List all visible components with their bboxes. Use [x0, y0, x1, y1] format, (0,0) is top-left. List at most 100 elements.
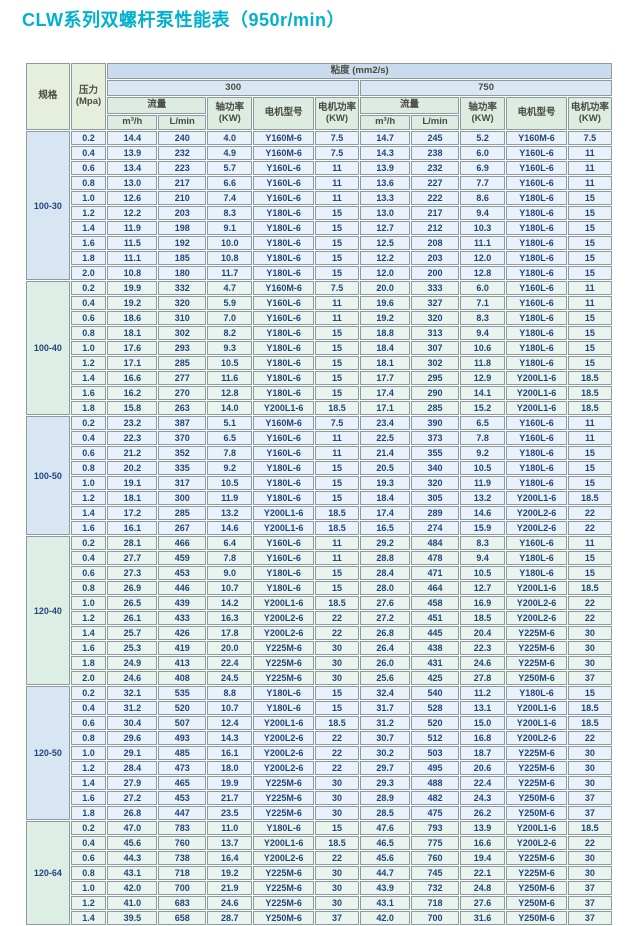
motor-model-300-cell: Y200L2-6 — [253, 851, 314, 865]
shaft-power-300-cell: 9.1 — [207, 221, 253, 235]
motor-power-750-cell: 15 — [567, 221, 612, 235]
motor-power-300-cell: 11 — [314, 161, 360, 175]
motor-model-750-cell: Y225M-6 — [506, 626, 567, 640]
motor-model-750-cell: Y200L2-6 — [506, 521, 567, 535]
motor-power-750-cell: 30 — [567, 866, 612, 880]
pressure-cell: 1.0 — [70, 746, 107, 760]
flow-lmin-750-cell: 488 — [411, 776, 459, 790]
table-row: 1.6 11.5 192 10.0 Y180L-6 15 12.5 208 11.1 Y180L-… — [26, 236, 612, 250]
shaft-power-750-cell: 16.8 — [459, 731, 506, 745]
motor-power-750-cell: 30 — [567, 851, 612, 865]
motor-model-750-cell: Y250M-6 — [506, 896, 567, 910]
motor-power-300-cell: 11 — [314, 446, 360, 460]
motor-power-750-cell: 18.5 — [567, 371, 612, 385]
shaft-power-300-cell: 24.5 — [207, 671, 253, 685]
pressure-cell: 1.6 — [70, 641, 107, 655]
motor-power-300-cell: 22 — [314, 851, 360, 865]
shaft-power-750-cell: 7.8 — [459, 431, 506, 445]
flow-m3h-300-cell: 22.3 — [107, 431, 158, 445]
flow-lmin-750-cell: 313 — [411, 326, 459, 340]
motor-power-300-cell: 18.5 — [314, 716, 360, 730]
flow-lmin-750-cell: 425 — [411, 671, 459, 685]
motor-power-300-cell: 11 — [314, 191, 360, 205]
shaft-power-750-cell: 22.4 — [459, 776, 506, 790]
flow-m3h-750-cell: 14.7 — [360, 131, 411, 145]
flow-lmin-300-cell: 285 — [158, 356, 207, 370]
motor-model-300-cell: Y200L1-6 — [253, 521, 314, 535]
flow-m3h-750-cell: 17.4 — [360, 506, 411, 520]
flow-m3h-300-cell: 29.6 — [107, 731, 158, 745]
flow-lmin-750-cell: 227 — [411, 176, 459, 190]
table-row: 1.0 29.1 485 16.1 Y200L2-6 22 30.2 503 18.7 Y225M… — [26, 746, 612, 760]
shaft-power-300-cell: 16.1 — [207, 746, 253, 760]
flow-lmin-300-cell: 485 — [158, 746, 207, 760]
motor-model-300-cell: Y180L-6 — [253, 821, 314, 835]
table-row: 0.4 31.2 520 10.7 Y180L-6 15 31.7 528 13.1 Y200L1… — [26, 701, 612, 715]
shaft-power-750-cell: 11.8 — [459, 356, 506, 370]
flow-m3h-300-cell: 17.2 — [107, 506, 158, 520]
flow-lmin-300-cell: 232 — [158, 146, 207, 160]
motor-power-750-cell: 15 — [567, 251, 612, 265]
motor-model-750-cell: Y200L2-6 — [506, 611, 567, 625]
flow-lmin-750-cell: 289 — [411, 506, 459, 520]
motor-power-750-cell: 37 — [567, 896, 612, 910]
motor-power-750-cell: 11 — [567, 146, 612, 160]
shaft-power-750-cell: 11.2 — [459, 686, 506, 700]
flow-m3h-750-cell: 28.5 — [360, 806, 411, 820]
motor-model-750-cell: Y250M-6 — [506, 806, 567, 820]
flow-m3h-750-cell: 25.6 — [360, 671, 411, 685]
flow-m3h-300-cell: 26.5 — [107, 596, 158, 610]
motor-model-300-cell: Y160M-6 — [253, 281, 314, 295]
pressure-cell: 1.8 — [70, 806, 107, 820]
flow-lmin-750-cell: 320 — [411, 311, 459, 325]
motor-power-750-cell: 18.5 — [567, 401, 612, 415]
flow-m3h-750-cell: 16.5 — [360, 521, 411, 535]
flow-lmin-300-cell: 277 — [158, 371, 207, 385]
flow-m3h-300-cell: 29.1 — [107, 746, 158, 760]
header-shaft-power-300: 轴功率 (KW) — [207, 97, 253, 130]
motor-power-300-cell: 22 — [314, 761, 360, 775]
table-row: 120-64 0.2 47.0 783 11.0 Y180L-6 15 47.6 793 13.9… — [26, 821, 612, 925]
table-row: 0.8 18.1 302 8.2 Y180L-6 15 18.8 313 9.4 Y180L-6 1… — [26, 326, 612, 340]
table-row: 1.2 28.4 473 18.0 Y200L2-6 22 29.7 495 20.6 Y225M… — [26, 761, 612, 775]
shaft-power-300-cell: 10.7 — [207, 581, 253, 595]
table-row: 1.4 16.6 277 11.6 Y180L-6 15 17.7 295 12.9 Y200L1… — [26, 371, 612, 385]
motor-model-300-cell: Y160L-6 — [253, 161, 314, 175]
motor-power-750-cell: 22 — [567, 506, 612, 520]
flow-lmin-300-cell: 426 — [158, 626, 207, 640]
flow-m3h-750-cell: 20.5 — [360, 461, 411, 475]
shaft-power-750-cell: 13.2 — [459, 491, 506, 505]
motor-power-750-cell: 15 — [567, 326, 612, 340]
table-row: 1.8 24.9 413 22.4 Y225M-6 30 26.0 431 24.6 Y225M-… — [26, 656, 612, 670]
motor-model-300-cell: Y180L-6 — [253, 266, 314, 280]
motor-power-300-cell: 11 — [314, 296, 360, 310]
motor-power-300-cell: 30 — [314, 791, 360, 805]
flow-m3h-300-cell: 13.9 — [107, 146, 158, 160]
shaft-power-750-cell: 5.2 — [459, 131, 506, 145]
flow-m3h-750-cell: 20.0 — [360, 281, 411, 295]
flow-m3h-750-cell: 21.4 — [360, 446, 411, 460]
flow-m3h-750-cell: 29.3 — [360, 776, 411, 790]
pressure-cell: 1.2 — [70, 761, 107, 775]
header-flow-750: 流量 — [360, 97, 459, 114]
pressure-cell: 0.6 — [70, 851, 107, 865]
shaft-power-750-cell: 18.5 — [459, 611, 506, 625]
flow-lmin-750-cell: 775 — [411, 836, 459, 850]
flow-m3h-300-cell: 27.9 — [107, 776, 158, 790]
motor-model-300-cell: Y180L-6 — [253, 251, 314, 265]
motor-power-300-cell: 22 — [314, 746, 360, 760]
motor-model-750-cell: Y200L1-6 — [506, 401, 567, 415]
motor-power-300-cell: 7.5 — [314, 131, 360, 145]
pressure-cell: 0.4 — [70, 431, 107, 445]
motor-model-750-cell: Y160M-6 — [506, 131, 567, 145]
flow-m3h-300-cell: 39.5 — [107, 911, 158, 925]
shaft-power-750-cell: 27.6 — [459, 896, 506, 910]
motor-model-750-cell: Y160L-6 — [506, 416, 567, 430]
table-row: 0.8 13.0 217 6.6 Y160L-6 11 13.6 227 7.7 Y160L-6 1… — [26, 176, 612, 190]
motor-power-300-cell: 18.5 — [314, 836, 360, 850]
flow-m3h-750-cell: 12.5 — [360, 236, 411, 250]
pressure-cell: 0.6 — [70, 161, 107, 175]
shaft-power-750-cell: 14.1 — [459, 386, 506, 400]
flow-m3h-300-cell: 26.9 — [107, 581, 158, 595]
shaft-power-300-cell: 5.7 — [207, 161, 253, 175]
